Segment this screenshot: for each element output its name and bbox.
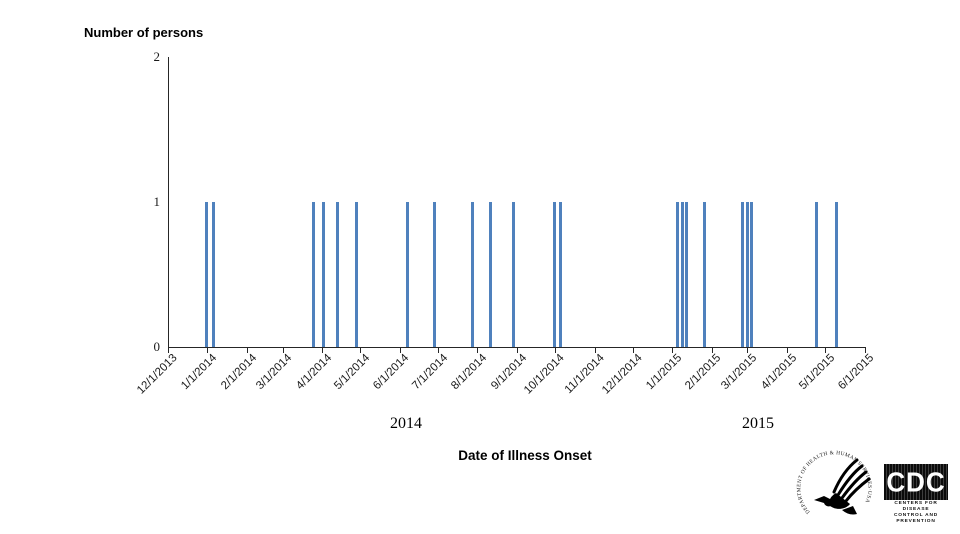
x-axis-tick-mark: [747, 348, 749, 353]
case-bar: [676, 202, 680, 347]
x-axis-tick-label: 2/1/2014: [218, 352, 259, 393]
x-axis-tick-mark: [246, 348, 248, 353]
case-bar: [312, 202, 316, 347]
case-bar: [336, 202, 340, 347]
case-bar: [211, 202, 215, 347]
x-axis-tick-mark: [864, 348, 866, 353]
x-axis-tick-label: 3/1/2015: [719, 352, 760, 393]
year-label-2014: 2014: [390, 415, 422, 432]
x-axis-tick-label: 5/1/2015: [796, 352, 838, 393]
cdc-logo: CDC Centers for Disease Control and Prev…: [884, 464, 948, 524]
x-axis-tick-label: 6/1/2015: [836, 352, 877, 393]
x-axis-tick-mark: [516, 348, 518, 353]
cdc-tagline-line2: Control and Prevention: [894, 513, 938, 524]
x-axis-tick-label: 12/1/2014: [600, 352, 645, 397]
x-axis-tick-mark: [594, 348, 596, 353]
case-bar: [489, 202, 493, 347]
x-axis-tick-mark: [711, 348, 713, 353]
hhs-seal-logo: DEPARTMENT OF HEALTH & HUMAN SERVICES·US…: [796, 450, 872, 515]
case-bar: [205, 202, 209, 347]
x-axis-tick-mark: [555, 348, 557, 353]
x-axis-tick-mark: [360, 348, 362, 353]
x-axis-tick-label: 3/1/2014: [254, 352, 295, 393]
x-axis-tick-label: 1/1/2015: [644, 352, 685, 393]
x-axis-tick-label: 4/1/2015: [758, 352, 799, 393]
y-axis-title: Number of persons: [84, 25, 204, 40]
x-axis-tick-label: 6/1/2014: [371, 352, 412, 393]
cdc-tagline-line1: Centers for Disease: [894, 501, 938, 512]
x-axis-line: [168, 347, 866, 348]
x-axis-tick-mark: [786, 348, 788, 353]
case-bar: [746, 202, 750, 347]
x-axis-tick-label: 2/1/2015: [683, 352, 724, 393]
year-label-2015: 2015: [742, 415, 774, 432]
x-axis-tick-mark: [168, 348, 169, 353]
case-bar: [433, 202, 437, 347]
cdc-acronym: CDC: [886, 465, 946, 498]
x-axis-tick-mark: [477, 348, 479, 353]
case-bar: [322, 202, 326, 347]
case-bar: [835, 202, 839, 347]
y-axis-tick-label: 2: [153, 49, 161, 64]
case-bar: [750, 202, 754, 347]
x-axis-title: Date of Illness Onset: [458, 448, 592, 463]
x-axis-tick-mark: [437, 348, 439, 353]
case-bar: [552, 202, 556, 347]
case-bar: [685, 202, 689, 347]
x-axis-tick-mark: [282, 348, 284, 353]
case-bar: [741, 202, 745, 347]
x-axis-tick-mark: [632, 348, 634, 353]
cdc-logo-box: CDC: [884, 464, 948, 500]
x-axis-tick-label: 7/1/2014: [409, 352, 450, 393]
x-axis-tick-mark: [825, 348, 827, 353]
case-bar: [681, 202, 685, 347]
case-bar: [512, 202, 516, 347]
case-bar: [703, 202, 707, 347]
x-axis-tick-label: 10/1/2014: [522, 352, 568, 397]
y-axis-tick-label: 1: [153, 194, 161, 209]
x-axis-tick-label: 8/1/2014: [449, 352, 490, 393]
x-axis-tick-label: 12/1/2013: [135, 352, 180, 397]
case-bar: [355, 202, 359, 347]
x-axis-tick-mark: [207, 348, 209, 353]
case-bar: [471, 202, 475, 347]
y-axis-tick-label: 0: [153, 339, 161, 354]
x-axis-tick-label: 1/1/2014: [179, 352, 220, 393]
hhs-eagle-icon: [814, 458, 871, 515]
x-axis-tick-mark: [322, 348, 324, 353]
y-axis-line: [168, 57, 169, 347]
x-axis-tick-label: 5/1/2014: [332, 352, 373, 393]
case-bar: [815, 202, 819, 347]
case-bar: [406, 202, 410, 347]
x-axis-tick-mark: [399, 348, 401, 353]
x-axis-tick-mark: [672, 348, 674, 353]
case-bar: [559, 202, 563, 347]
x-axis-tick-label: 4/1/2014: [293, 352, 335, 393]
x-axis-tick-label: 11/1/2014: [562, 352, 607, 397]
